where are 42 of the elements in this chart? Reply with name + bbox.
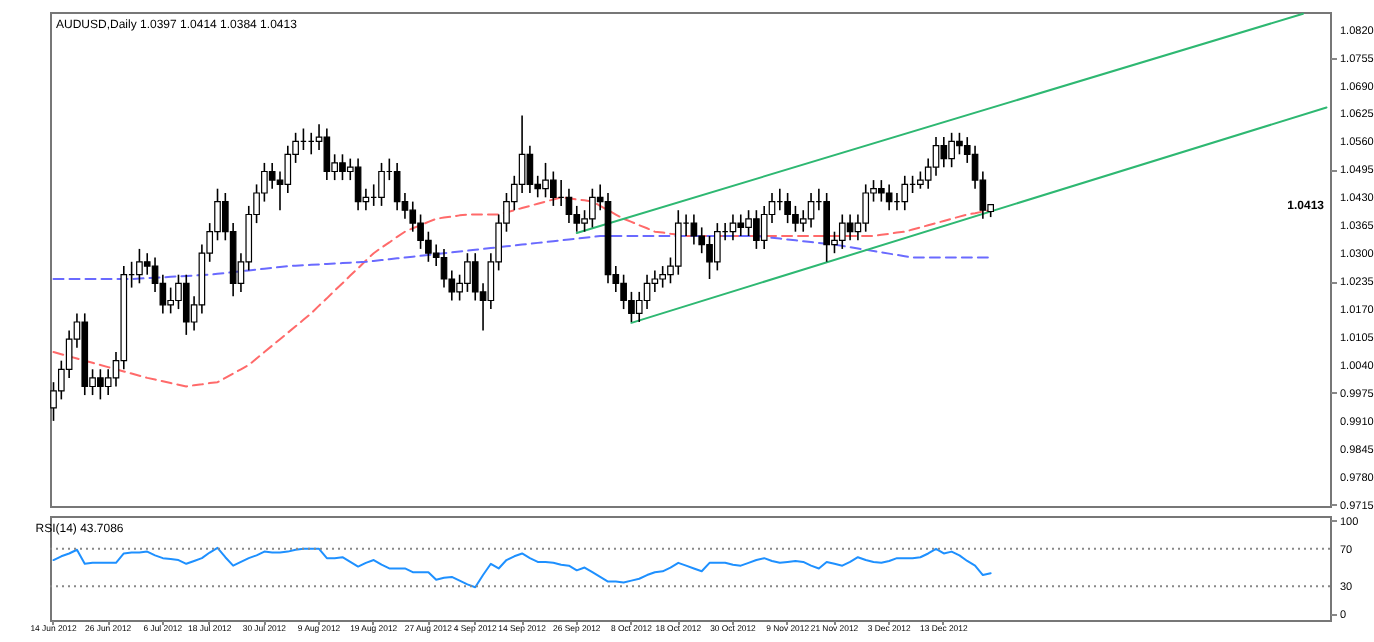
candlestick: [440, 248, 448, 289]
candlestick: [878, 179, 885, 203]
candlestick: [464, 252, 471, 293]
candlestick: [674, 209, 682, 276]
candlestick: [393, 162, 401, 211]
candlestick: [425, 230, 432, 263]
candlestick: [885, 183, 893, 211]
line-series: [52, 546, 992, 589]
candlestick: [823, 192, 830, 263]
candlestick: [737, 213, 745, 237]
candlestick: [659, 265, 666, 289]
candlestick: [628, 291, 635, 323]
candlestick: [518, 114, 526, 194]
candlestick: [97, 368, 104, 401]
candlestick: [550, 170, 557, 207]
candlestick: [838, 213, 846, 250]
candlestick: [745, 209, 752, 237]
candlestick: [589, 187, 596, 229]
candlestick: [846, 213, 854, 242]
candlestick: [323, 127, 331, 181]
candlestick: [409, 200, 417, 233]
candlestick: [620, 273, 627, 310]
candlestick: [542, 162, 549, 199]
candlestick: [729, 213, 737, 242]
candlestick: [862, 183, 870, 233]
candlestick: [940, 136, 948, 169]
candlestick: [714, 222, 721, 272]
candlestick: [956, 132, 963, 156]
candlestick: [167, 286, 174, 315]
candlestick: [948, 132, 955, 169]
candlestick: [932, 136, 940, 177]
candlestick: [526, 144, 534, 194]
candlestick: [784, 192, 791, 224]
candlestick: [339, 153, 346, 181]
candlestick: [792, 205, 799, 233]
candlestick: [753, 209, 760, 250]
candlestick: [136, 248, 143, 285]
candlestick: [690, 213, 698, 246]
candlestick: [706, 235, 713, 280]
candlestick: [378, 162, 385, 207]
candlestick: [901, 175, 909, 211]
candlestick: [182, 273, 190, 336]
